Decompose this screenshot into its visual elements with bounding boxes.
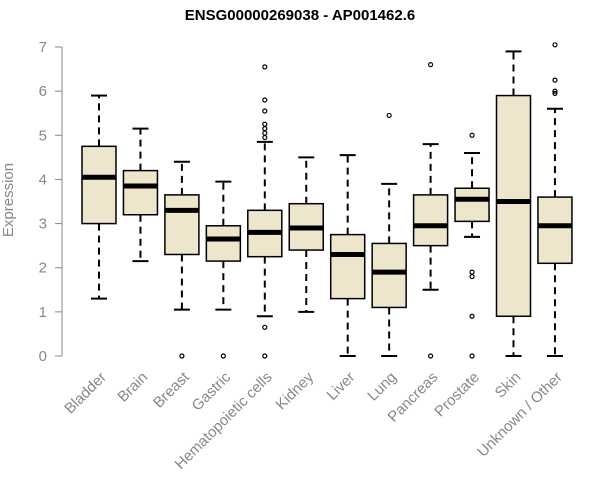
y-tick-label: 5 <box>39 127 47 144</box>
y-tick-label: 4 <box>39 171 47 188</box>
outlier-point <box>552 42 558 48</box>
iqr-box <box>454 187 490 223</box>
iqr-box <box>81 145 117 225</box>
outlier-point <box>552 77 558 83</box>
iqr-box <box>495 94 532 318</box>
outlier-point <box>179 353 185 359</box>
x-category-label: Liver <box>324 369 359 404</box>
outlier-point <box>469 269 475 275</box>
x-category-label: Kidney <box>273 368 318 413</box>
outlier-point <box>428 62 434 68</box>
outlier-point <box>552 90 558 96</box>
box-hematopoietic-cells <box>247 64 283 359</box>
x-category-label: Brain <box>114 369 151 406</box>
outlier-point <box>220 353 226 359</box>
iqr-box <box>412 194 449 247</box>
outlier-point <box>262 130 268 136</box>
iqr-box <box>537 196 573 265</box>
outlier-point <box>262 64 268 70</box>
outlier-point <box>262 324 268 330</box>
outlier-point <box>552 88 558 94</box>
y-axis-label: Expression <box>0 163 17 237</box>
outlier-point <box>469 353 475 359</box>
box-pancreas <box>412 62 449 359</box>
boxes-layer <box>81 42 573 359</box>
outlier-point <box>386 112 392 119</box>
box-brain <box>122 127 159 263</box>
x-category-label: Skin <box>492 369 525 402</box>
y-tick-label: 3 <box>39 216 47 233</box>
box-bladder <box>81 94 117 300</box>
x-category-label: Lung <box>364 369 400 405</box>
y-axis: 0 1 2 3 4 5 6 7 <box>39 39 63 365</box>
box-prostate <box>454 132 490 359</box>
iqr-box <box>329 233 366 300</box>
x-category-label: Bladder <box>61 369 110 418</box>
chart-title: ENSG00000269038 - AP001462.6 <box>184 7 416 24</box>
y-tick-label: 1 <box>39 304 47 321</box>
x-category-label: Prostate <box>431 369 483 421</box>
outlier-point <box>469 273 475 280</box>
outlier-point <box>262 134 268 141</box>
outlier-point <box>262 108 268 114</box>
y-tick-label: 7 <box>39 39 47 56</box>
x-category-label: Breast <box>150 368 193 411</box>
y-tick-label: 0 <box>39 348 47 365</box>
iqr-box <box>371 242 407 309</box>
outlier-point <box>262 353 268 359</box>
outlier-point <box>469 313 475 319</box>
iqr-box <box>205 225 242 262</box>
iqr-box <box>164 194 200 256</box>
box-lung <box>371 112 407 357</box>
box-liver <box>329 154 366 357</box>
outlier-point <box>428 353 434 359</box>
box-kidney <box>288 156 324 313</box>
box-unknown-other <box>537 42 573 357</box>
outlier-point <box>469 132 475 138</box>
box-gastric <box>205 180 242 359</box>
iqr-box <box>122 169 159 216</box>
y-tick-label: 6 <box>39 83 47 100</box>
box-skin <box>495 50 532 357</box>
outlier-point <box>262 121 268 127</box>
y-tick-label: 2 <box>39 260 47 277</box>
outlier-point <box>262 97 268 103</box>
box-breast <box>164 160 200 359</box>
outlier-point <box>262 126 268 132</box>
